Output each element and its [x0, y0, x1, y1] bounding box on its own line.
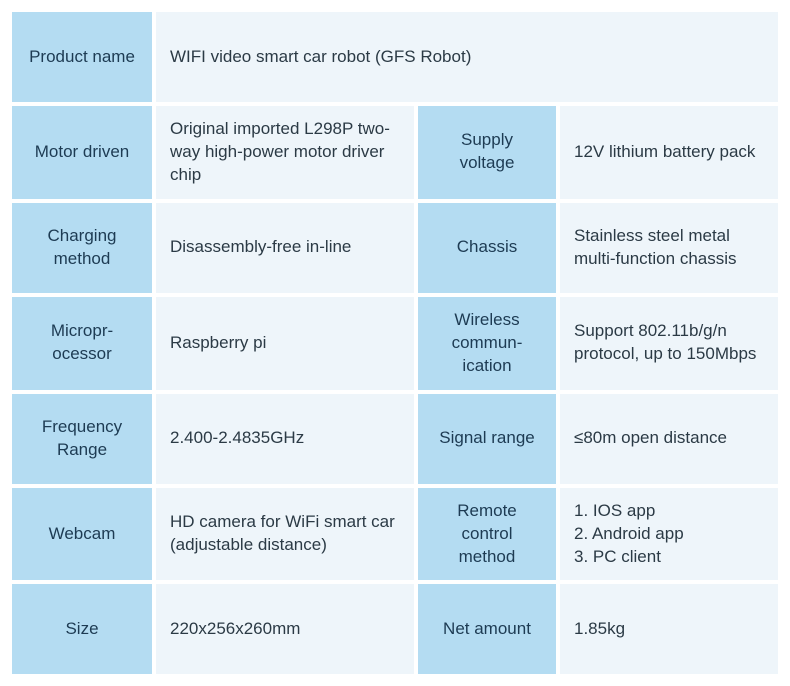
spec-label: Supply voltage: [418, 106, 556, 199]
table-row: Motor driven Original imported L298P two…: [12, 106, 778, 199]
list-item: 1. IOS app: [574, 500, 684, 523]
spec-value: 1. IOS app 2. Android app 3. PC client: [560, 488, 778, 581]
spec-value: Support 802.11b/g/n protocol, up to 150M…: [560, 297, 778, 390]
spec-value: Stainless steel metal multi-function cha…: [560, 203, 778, 293]
spec-value: Disassembly-free in-line: [156, 203, 414, 293]
spec-value: HD camera for WiFi smart car (adjustable…: [156, 488, 414, 581]
spec-label: Signal range: [418, 394, 556, 484]
list-item: 3. PC client: [574, 546, 684, 569]
table-row: Product name WIFI video smart car robot …: [12, 12, 778, 102]
spec-label: Webcam: [12, 488, 152, 581]
spec-value: Raspberry pi: [156, 297, 414, 390]
spec-value: ≤80m open distance: [560, 394, 778, 484]
spec-value: 1.85kg: [560, 584, 778, 674]
spec-value: 12V lithium battery pack: [560, 106, 778, 199]
spec-label: Motor driven: [12, 106, 152, 199]
table-row: Frequency Range 2.400-2.4835GHz Signal r…: [12, 394, 778, 484]
spec-label: Micropr-ocessor: [12, 297, 152, 390]
spec-value: 2.400-2.4835GHz: [156, 394, 414, 484]
spec-label: Size: [12, 584, 152, 674]
spec-value: WIFI video smart car robot (GFS Robot): [156, 12, 778, 102]
table-row: Micropr-ocessor Raspberry pi Wireless co…: [12, 297, 778, 390]
spec-table: Product name WIFI video smart car robot …: [12, 12, 778, 674]
spec-label: Frequency Range: [12, 394, 152, 484]
spec-label: Net amount: [418, 584, 556, 674]
spec-label: Remote control method: [418, 488, 556, 581]
table-row: Webcam HD camera for WiFi smart car (adj…: [12, 488, 778, 581]
table-row: Size 220x256x260mm Net amount 1.85kg: [12, 584, 778, 674]
spec-label: Chassis: [418, 203, 556, 293]
list-item: 2. Android app: [574, 523, 684, 546]
spec-value: 220x256x260mm: [156, 584, 414, 674]
spec-value: Original imported L298P two-way high-pow…: [156, 106, 414, 199]
spec-label: Charging method: [12, 203, 152, 293]
spec-label: Wireless commun-ication: [418, 297, 556, 390]
table-row: Charging method Disassembly-free in-line…: [12, 203, 778, 293]
spec-label: Product name: [12, 12, 152, 102]
